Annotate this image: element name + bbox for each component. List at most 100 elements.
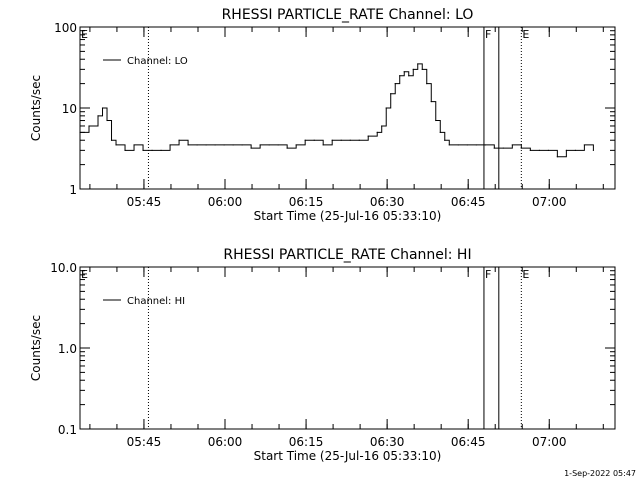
data-point: [403, 71, 405, 73]
data-point: [520, 147, 522, 149]
data-point: [426, 83, 428, 85]
data-point: [101, 107, 104, 109]
data-point: [110, 139, 113, 141]
data-point: [430, 100, 432, 103]
data-point: [358, 139, 360, 141]
data-point: [241, 144, 243, 146]
data-point: [408, 75, 410, 77]
data-point: [529, 149, 531, 151]
x-tick-label: 06:15: [289, 195, 324, 209]
data-point: [232, 144, 234, 146]
data-point: [457, 144, 459, 146]
data-point: [394, 83, 396, 85]
y-tick-label: 0.1: [58, 423, 77, 437]
data-point: [502, 147, 504, 149]
data-point: [466, 144, 468, 146]
data-point: [304, 139, 306, 141]
data-point: [349, 139, 351, 141]
data-point: [412, 68, 414, 70]
data-point: [214, 144, 216, 146]
data-point: [340, 139, 342, 141]
x-tick-label: 06:45: [451, 195, 486, 209]
panel-hi: RHESSI PARTICLE_RATE Channel: HI 0.1 1.0 10…: [29, 247, 616, 463]
plot-frame: [79, 26, 616, 190]
flag-label: E: [81, 28, 88, 41]
y-tick-label: 1.0: [58, 342, 77, 356]
panel-lo: RHESSI PARTICLE_RATE Channel: LO 1 10 100 Co…: [29, 7, 616, 223]
timestamp-footer: 1-Sep-2022 05:47: [564, 469, 636, 478]
data-point: [421, 68, 423, 70]
data-point: [79, 131, 81, 133]
data-point: [88, 125, 90, 127]
data-point: [169, 144, 171, 146]
x-axis-label: Start Time (25-Jul-16 05:33:10): [254, 449, 442, 463]
data-point: [538, 149, 540, 151]
chart-title: RHESSI PARTICLE_RATE Channel: HI: [223, 247, 471, 263]
data-point: [385, 107, 387, 109]
flag-label: F: [485, 28, 491, 41]
y-tick-label: 10: [62, 102, 77, 116]
data-point: [399, 75, 401, 77]
data-point: [223, 144, 225, 146]
data-point: [511, 144, 513, 146]
y-axis-label: Counts/sec: [29, 75, 43, 141]
flag-label: E: [522, 268, 529, 281]
x-tick-label: 06:00: [208, 195, 243, 209]
x-axis-label: Start Time (25-Jul-16 05:33:10): [254, 209, 442, 223]
x-tick-label: 07:00: [532, 435, 567, 449]
legend-label: Channel: LO: [127, 56, 188, 67]
chart-title: RHESSI PARTICLE_RATE Channel: LO: [222, 7, 474, 23]
y-tick-label: 10.0: [50, 261, 77, 275]
data-point: [417, 63, 419, 65]
flag-label: E: [81, 268, 88, 281]
data-point: [268, 144, 270, 146]
data-point: [547, 149, 549, 151]
data-point: [367, 135, 369, 137]
data-point: [331, 139, 333, 141]
data-point: [493, 147, 495, 149]
data-point: [556, 156, 558, 158]
data-point: [178, 139, 180, 141]
data-point: [313, 139, 315, 141]
data-point: [286, 147, 288, 149]
y-tick-label: 1: [69, 183, 77, 197]
flag-label: E: [522, 28, 529, 41]
x-tick-label: 05:45: [127, 195, 162, 209]
x-tick-label: 06:30: [370, 435, 405, 449]
data-point: [484, 144, 486, 146]
data-point: [277, 144, 279, 146]
x-tick-label: 06:30: [370, 195, 405, 209]
data-point: [160, 149, 162, 151]
data-point: [381, 125, 383, 127]
data-point: [574, 149, 576, 151]
data-point: [295, 144, 297, 146]
data-point: [250, 147, 252, 149]
data-point: [448, 144, 450, 146]
data-point: [259, 144, 261, 146]
data-point: [124, 149, 126, 151]
data-point: [583, 144, 585, 146]
data-point: [435, 119, 437, 122]
plot-frame: [79, 266, 616, 430]
data-point: [390, 93, 392, 95]
data-point: [106, 119, 108, 122]
data-point: [444, 139, 446, 141]
y-tick-label: 100: [54, 21, 77, 35]
x-tick-label: 07:00: [532, 195, 567, 209]
x-tick-label: 06:00: [208, 435, 243, 449]
data-point: [322, 144, 324, 146]
series-line: [80, 63, 594, 158]
data-point: [187, 144, 189, 146]
data-point: [142, 149, 144, 151]
y-axis-label: Counts/sec: [29, 315, 43, 381]
data-point: [439, 131, 441, 133]
data-point: [133, 144, 135, 146]
data-point: [151, 149, 153, 151]
data-point: [205, 144, 207, 146]
legend-label: Channel: HI: [127, 296, 185, 307]
x-tick-label: 06:45: [451, 435, 486, 449]
data-point: [592, 149, 594, 151]
data-point: [475, 144, 477, 146]
x-tick-label: 05:45: [127, 435, 162, 449]
